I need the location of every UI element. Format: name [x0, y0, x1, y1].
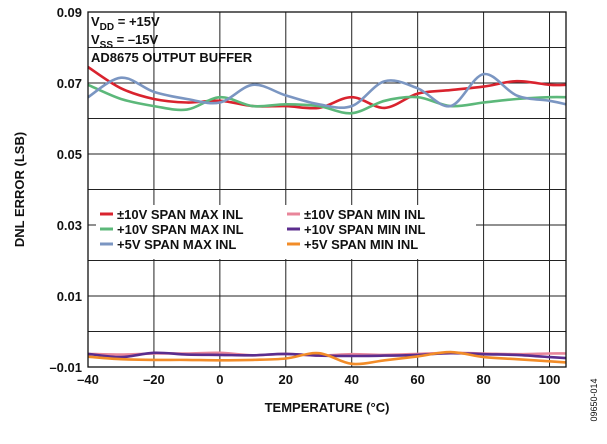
x-tick-label: 0 — [216, 372, 223, 387]
series-line — [87, 72, 567, 109]
plot-frame — [87, 11, 567, 368]
legend-label: ±10V SPAN MAX INL — [117, 207, 243, 222]
legend-label: +5V SPAN MIN INL — [304, 237, 418, 252]
x-tick-label: 60 — [410, 372, 424, 387]
x-tick-label: 40 — [344, 372, 358, 387]
legend-label: ±10V SPAN MIN INL — [304, 207, 425, 222]
y-tick-label: 0.09 — [57, 5, 82, 20]
y-tick-label: 0.03 — [57, 218, 82, 233]
series-line — [87, 351, 567, 360]
condition-line: VDD = +15V — [91, 14, 160, 33]
y-tick-label: 0.01 — [57, 289, 82, 304]
tick-labels: –40 –20 0 20 40 60 80 100 –0.01 0.01 0.03 0.05 0.07 0… — [49, 5, 560, 387]
legend-background — [96, 205, 476, 259]
series-lines — [87, 65, 567, 366]
series-line — [87, 350, 567, 366]
y-tick-label: –0.01 — [49, 360, 82, 375]
legend-label: +10V SPAN MIN INL — [304, 222, 426, 237]
x-tick-label: –20 — [143, 372, 165, 387]
y-axis-title: DNL ERROR (LSB) — [12, 132, 27, 247]
x-tick-label: –40 — [77, 372, 99, 387]
x-tick-label: 80 — [476, 372, 490, 387]
series-line — [87, 83, 567, 115]
figure-id: 09650-014 — [589, 378, 599, 421]
legend: ±10V SPAN MAX INL ±10V SPAN MIN INL+10V S… — [96, 205, 476, 259]
condition-line: AD8675 OUTPUT BUFFER — [91, 50, 253, 65]
x-axis-title: TEMPERATURE (°C) — [265, 400, 390, 415]
legend-label: +10V SPAN MAX INL — [117, 222, 244, 237]
x-tick-label: 20 — [279, 372, 293, 387]
condition-line: VSS = –15V — [91, 32, 159, 51]
legend-label: +5V SPAN MAX INL — [117, 237, 236, 252]
x-tick-label: 100 — [539, 372, 561, 387]
y-tick-label: 0.05 — [57, 147, 82, 162]
y-tick-label: 0.07 — [57, 76, 82, 91]
